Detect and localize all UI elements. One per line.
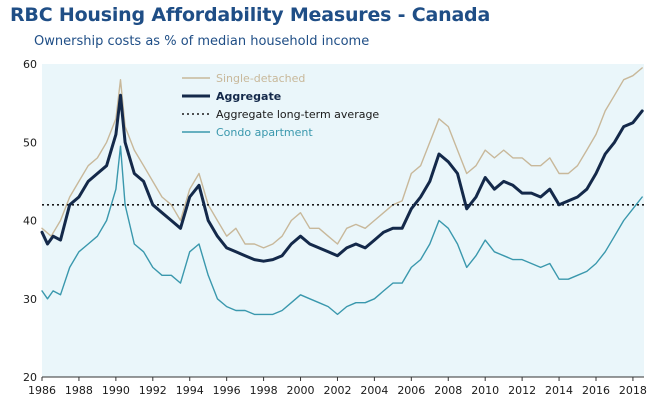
y-tick-label: 40 xyxy=(23,215,37,228)
plot-area xyxy=(42,64,644,377)
x-tick-label: 2006 xyxy=(397,384,425,397)
legend-label: Single-detached xyxy=(216,72,305,85)
x-tick-label: 2018 xyxy=(619,384,647,397)
x-tick-label: 1996 xyxy=(213,384,241,397)
y-tick-label: 60 xyxy=(23,58,37,71)
legend-label: Aggregate long-term average xyxy=(216,108,379,121)
series-line-aggregate xyxy=(40,93,644,263)
x-axis: 1986 1988 1990 1992 1994 1996 1998 2000 2002 2004… xyxy=(28,376,647,397)
x-tick-label: 2010 xyxy=(471,384,499,397)
x-tick-label: 1998 xyxy=(250,384,278,397)
y-tick-label: 20 xyxy=(23,371,37,384)
x-tick-label: 1992 xyxy=(139,384,167,397)
series-line-condo-apartment xyxy=(41,145,643,316)
x-tick-label: 1986 xyxy=(28,384,56,397)
x-tick-label: 1990 xyxy=(102,384,130,397)
legend: Single-detached Aggregate Aggregate long-t… xyxy=(182,72,379,139)
x-tick-label: 2000 xyxy=(287,384,315,397)
x-tick-label: 2012 xyxy=(508,384,536,397)
legend-label: Condo apartment xyxy=(216,126,313,139)
x-tick-label: 2004 xyxy=(360,384,388,397)
series-group xyxy=(40,67,644,316)
chart-subtitle: Ownership costs as % of median household… xyxy=(34,34,370,49)
y-axis: 20 30 40 50 60 xyxy=(23,58,37,384)
x-tick-label: 2008 xyxy=(434,384,462,397)
x-tick-label: 2002 xyxy=(323,384,351,397)
chart-title: RBC Housing Affordability Measures - Can… xyxy=(10,4,491,26)
x-tick-label: 2014 xyxy=(545,384,573,397)
y-tick-label: 50 xyxy=(23,136,37,149)
x-tick-label: 2016 xyxy=(582,384,610,397)
legend-label: Aggregate xyxy=(216,90,281,103)
x-tick-label: 1988 xyxy=(65,384,93,397)
y-tick-label: 30 xyxy=(23,293,37,306)
x-tick-label: 1994 xyxy=(176,384,204,397)
series-line-single-detached xyxy=(41,67,643,249)
